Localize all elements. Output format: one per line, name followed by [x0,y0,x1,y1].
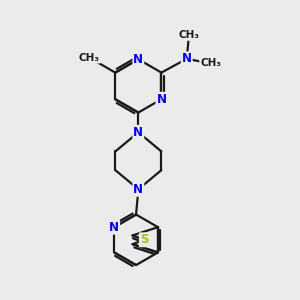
Text: CH₃: CH₃ [200,58,221,68]
Text: CH₃: CH₃ [79,53,100,63]
Text: N: N [109,221,119,234]
Text: N: N [134,126,143,139]
Text: N: N [134,53,143,66]
Text: S: S [140,233,148,246]
Text: CH₃: CH₃ [178,30,200,40]
Text: N: N [156,93,167,106]
Text: N: N [134,183,143,196]
Text: N: N [182,52,192,65]
